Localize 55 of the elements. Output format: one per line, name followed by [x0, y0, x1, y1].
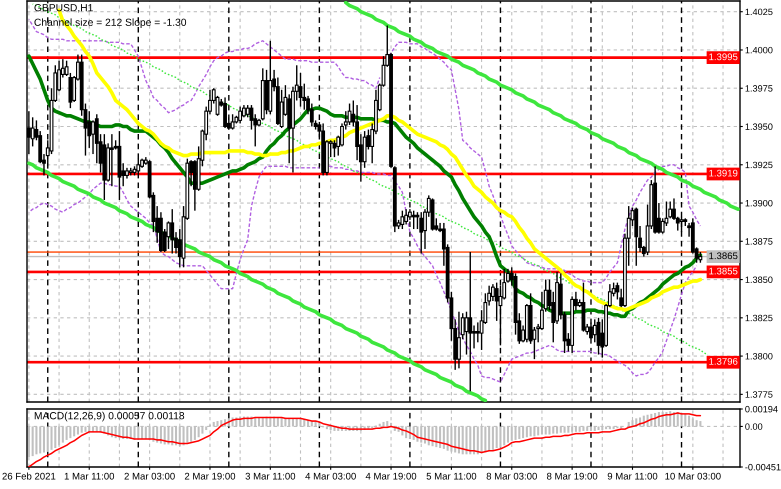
y-tick-label: 1.4000: [746, 46, 773, 54]
candlestick: [419, 212, 424, 254]
y-tick-label: 0.00194: [745, 406, 778, 412]
y-tick-label: 1.3775: [746, 391, 773, 398]
y-tick-label: 1.3950: [746, 123, 773, 130]
x-tick-label: 4 Mar 19:00: [366, 472, 416, 480]
candlestick: [238, 106, 242, 124]
line-series: [27, 161, 488, 402]
y-tick-label: 1.3800: [746, 353, 773, 360]
y-tick-label: 1.3900: [746, 200, 773, 206]
x-tick-label: 9 Mar 11:00: [608, 472, 658, 480]
x-tick-label: 1 Mar 11:00: [64, 472, 114, 480]
candlestick: [110, 133, 114, 187]
candlestick: [348, 102, 352, 126]
candlestick: [166, 220, 170, 250]
x-tick-label: 4 Mar 03:00: [305, 472, 356, 480]
ref-line-label: 1.3995: [709, 53, 738, 60]
candlestick: [91, 120, 95, 155]
x-tick-label: 2 Mar 03:00: [124, 472, 175, 480]
x-tick-label: 2 Mar 19:00: [184, 472, 236, 480]
candlestick: [170, 208, 174, 254]
candlestick: [332, 140, 336, 158]
ref-line-label: 1.3919: [709, 170, 738, 177]
y-tick-label: 1.3875: [746, 238, 773, 245]
line-series: [28, 412, 702, 467]
candlestick: [246, 104, 250, 118]
ref-line-label: 1.3865: [709, 252, 738, 260]
line-series: [344, 1, 740, 211]
y-tick-label: 1.3925: [746, 162, 773, 168]
candlestick: [596, 317, 600, 356]
candlestick: [412, 210, 416, 230]
y-tick-label: 1.3825: [746, 314, 773, 322]
x-tick-label: 8 Mar 03:00: [486, 472, 537, 480]
y-tick-label: 0.00: [745, 423, 762, 430]
x-tick-label: 3 Mar 11:00: [245, 472, 296, 480]
x-tick-label: 5 Mar 11:00: [426, 472, 476, 480]
x-tick-label: 8 Mar 19:00: [546, 472, 598, 480]
candlestick: [400, 210, 404, 230]
candlestick: [125, 167, 129, 180]
candlestick: [468, 251, 472, 392]
y-tick-label: -0.00451: [745, 464, 781, 470]
y-tick-label: 1.4025: [746, 8, 773, 16]
y-tick-label: 1.3975: [746, 85, 773, 92]
y-tick-label: 1.3850: [746, 276, 773, 283]
candlestick: [698, 251, 702, 264]
ref-line-label: 1.3855: [709, 268, 738, 274]
ref-line-label: 1.3796: [709, 358, 738, 365]
candlestick: [457, 311, 461, 370]
candlestick: [230, 114, 235, 130]
candlestick: [464, 311, 468, 356]
bar: [386, 421, 388, 426]
candlestick: [476, 322, 480, 344]
x-tick-label: 26 Feb 2021: [2, 472, 56, 480]
x-tick-label: 10 Mar 03:00: [665, 472, 721, 480]
candlestick: [592, 318, 597, 344]
